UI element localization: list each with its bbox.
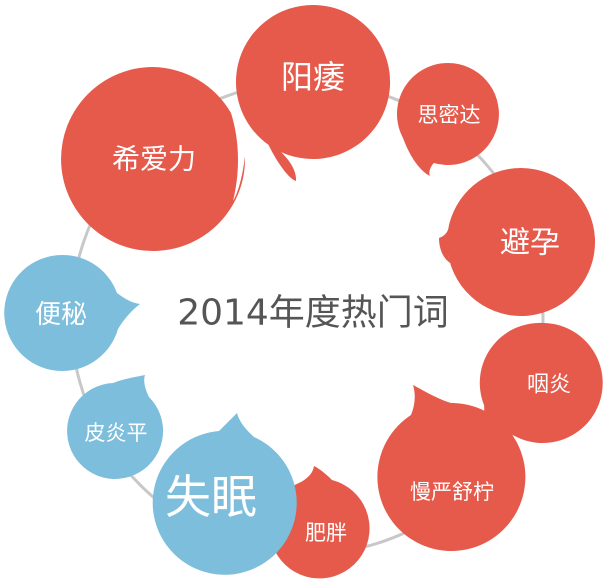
bubble-label: 咽炎 <box>527 373 571 398</box>
bubble-label: 阳痿 <box>281 58 345 96</box>
bubble-manyanshuning: 慢严舒柠 <box>377 385 526 551</box>
bubble-piyanping: 皮炎平 <box>67 375 164 479</box>
bubble-label: 希爱力 <box>112 143 196 176</box>
bubble-yangwei: 阳痿 <box>235 4 391 182</box>
bubble-label: 便秘 <box>35 300 87 330</box>
bubble-shape <box>397 63 499 176</box>
diagram-title: 2014年度热门词 <box>177 293 449 334</box>
bubble-biyun: 避孕 <box>439 168 596 316</box>
bubble-shape <box>61 67 246 251</box>
bubble-shimian: 失眠 <box>152 413 297 575</box>
bubble-shape <box>152 413 297 575</box>
bubble-shape <box>67 375 164 479</box>
bubble-label: 慢严舒柠 <box>410 480 494 504</box>
bubble-bianmi: 便秘 <box>4 254 140 371</box>
bubble-label: 避孕 <box>500 226 560 261</box>
bubble-shape <box>235 4 391 182</box>
bubble-shape <box>439 168 596 316</box>
bubble-shape <box>377 385 526 551</box>
bubble-xiaili: 希爱力 <box>61 67 246 251</box>
bubble-shape <box>479 322 603 443</box>
bubble-label: 皮炎平 <box>85 421 148 445</box>
bubble-shape <box>4 254 140 371</box>
bubble-label: 肥胖 <box>305 521 347 545</box>
bubble-simida: 思密达 <box>397 63 499 176</box>
bubble-label: 思密达 <box>418 103 481 127</box>
bubble-yanyan: 咽炎 <box>479 322 603 443</box>
bubble-label: 失眠 <box>165 470 257 524</box>
